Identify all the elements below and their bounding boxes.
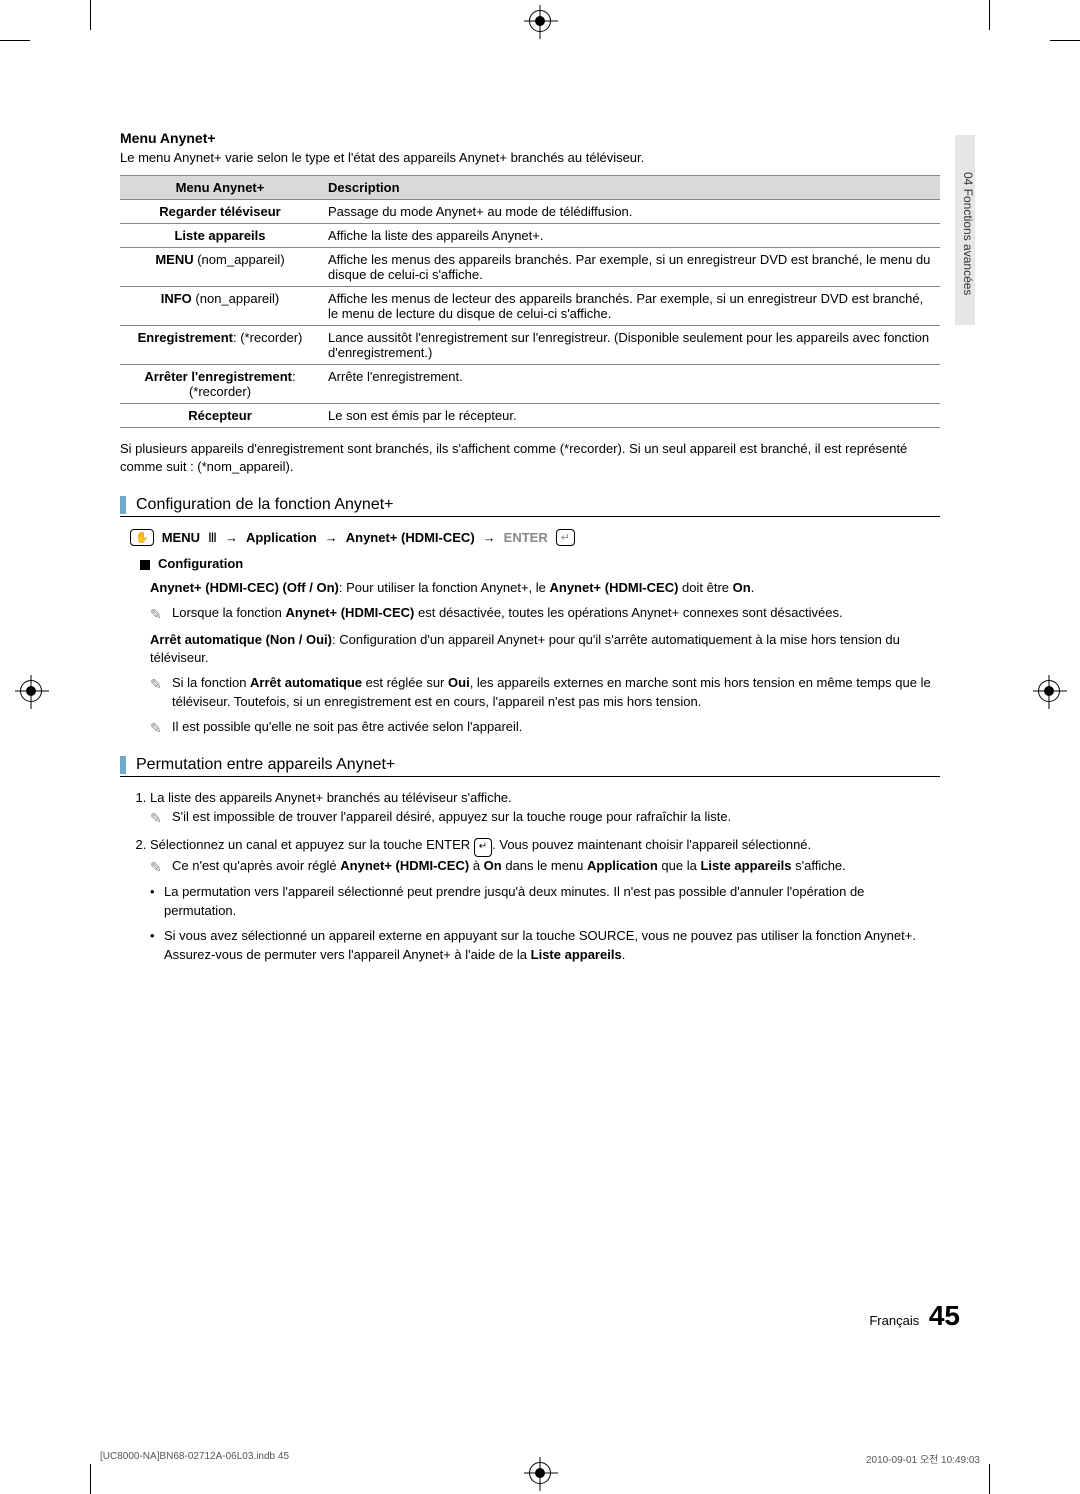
note-text: S'il est impossible de trouver l'apparei…	[172, 808, 731, 828]
table-row: Arrêter l'enregistrement:(*recorder)Arrê…	[120, 365, 940, 404]
anynet-menu-table: Menu Anynet+ Description Regarder télévi…	[120, 175, 940, 428]
path-application: Application	[246, 530, 317, 545]
menu-icon: Ⅲ	[208, 530, 217, 546]
note-icon: ✎	[150, 674, 172, 712]
note-text: Ce n'est qu'après avoir réglé Anynet+ (H…	[172, 857, 846, 877]
crop-mark	[0, 40, 30, 41]
bullet-item: La permutation vers l'appareil sélection…	[150, 883, 940, 921]
path-anynet: Anynet+ (HDMI-CEC)	[346, 530, 475, 545]
config-line2: Arrêt automatique (Non / Oui): Configura…	[150, 631, 940, 669]
bullet-item: Si vous avez sélectionné un appareil ext…	[150, 927, 940, 965]
table-cell-desc: Le son est émis par le récepteur.	[320, 404, 940, 428]
table-cell-menu: Arrêter l'enregistrement:(*recorder)	[120, 365, 320, 404]
table-row: Liste appareilsAffiche la liste des appa…	[120, 224, 940, 248]
note-text: Il est possible qu'elle ne soit pas être…	[172, 718, 522, 738]
table-cell-menu: MENU (nom_appareil)	[120, 248, 320, 287]
note-icon: ✎	[150, 808, 172, 828]
arrow-icon: →	[225, 530, 238, 545]
menu-label: MENU	[162, 530, 200, 545]
step1-note: ✎ S'il est impossible de trouver l'appar…	[150, 808, 940, 828]
menu-path: ✋ MENU Ⅲ → Application → Anynet+ (HDMI-C…	[130, 529, 940, 546]
section-bar-icon	[120, 496, 126, 514]
heading-menu-anynet: Menu Anynet+	[120, 130, 940, 146]
config-label-text: Configuration	[158, 556, 243, 571]
registration-mark	[20, 680, 42, 702]
table-cell-desc: Affiche la liste des appareils Anynet+.	[320, 224, 940, 248]
registration-mark	[1038, 680, 1060, 702]
step2-bullets: La permutation vers l'appareil sélection…	[150, 883, 940, 964]
section-tab: 04 Fonctions avancées	[955, 135, 975, 325]
table-cell-menu: INFO (non_appareil)	[120, 287, 320, 326]
table-cell-menu: Liste appareils	[120, 224, 320, 248]
crop-mark	[1050, 40, 1080, 41]
registration-mark	[529, 10, 551, 32]
table-cell-desc: Affiche les menus de lecteur des apparei…	[320, 287, 940, 326]
intro-text: Le menu Anynet+ varie selon le type et l…	[120, 150, 940, 165]
crop-mark	[989, 1464, 990, 1494]
note-icon: ✎	[150, 857, 172, 877]
footer-lang: Français	[869, 1313, 919, 1328]
print-footer-right: 2010-09-01 오전 10:49:03	[866, 1451, 980, 1466]
config-note1: ✎ Lorsque la fonction Anynet+ (HDMI-CEC)…	[150, 604, 940, 624]
table-cell-menu: Récepteur	[120, 404, 320, 428]
note-text: Si la fonction Arrêt automatique est rég…	[172, 674, 940, 712]
table-cell-menu: Enregistrement: (*recorder)	[120, 326, 320, 365]
table-cell-desc: Arrête l'enregistrement.	[320, 365, 940, 404]
table-cell-desc: Passage du mode Anynet+ au mode de téléd…	[320, 200, 940, 224]
steps-list: La liste des appareils Anynet+ branchés …	[150, 789, 940, 964]
note-icon: ✎	[150, 718, 172, 738]
section-heading-config: Configuration de la fonction Anynet+	[120, 496, 940, 517]
arrow-icon: →	[325, 530, 338, 545]
remote-icon: ✋	[130, 529, 154, 546]
note-text: Lorsque la fonction Anynet+ (HDMI-CEC) e…	[172, 604, 843, 624]
crop-mark	[90, 1464, 91, 1494]
crop-mark	[90, 0, 91, 30]
note-icon: ✎	[150, 604, 172, 624]
table-header-col2: Description	[320, 176, 940, 200]
square-bullet-icon	[140, 560, 150, 570]
post-table-note: Si plusieurs appareils d'enregistrement …	[120, 440, 940, 476]
enter-label: ENTER	[504, 530, 548, 545]
config-heading: Configuration	[140, 556, 940, 571]
table-cell-desc: Affiche les menus des appareils branchés…	[320, 248, 940, 287]
table-header-col1: Menu Anynet+	[120, 176, 320, 200]
table-row: Regarder téléviseurPassage du mode Anyne…	[120, 200, 940, 224]
section-heading-permutation: Permutation entre appareils Anynet+	[120, 756, 940, 777]
table-row: INFO (non_appareil)Affiche les menus de …	[120, 287, 940, 326]
page-number: 45	[929, 1300, 960, 1331]
table-row: RécepteurLe son est émis par le récepteu…	[120, 404, 940, 428]
arrow-icon: →	[483, 530, 496, 545]
table-row: MENU (nom_appareil)Affiche les menus des…	[120, 248, 940, 287]
step2-note: ✎ Ce n'est qu'après avoir réglé Anynet+ …	[150, 857, 940, 877]
page-content: Menu Anynet+ Le menu Anynet+ varie selon…	[120, 130, 940, 973]
crop-mark	[989, 0, 990, 30]
enter-icon: ↵	[474, 838, 492, 857]
step1-text: La liste des appareils Anynet+ branchés …	[150, 790, 512, 805]
page-footer: Français 45	[869, 1300, 960, 1332]
enter-icon: ↵	[556, 529, 575, 546]
step2-text: Sélectionnez un canal et appuyez sur la …	[150, 837, 811, 852]
table-row: Enregistrement: (*recorder)Lance aussitô…	[120, 326, 940, 365]
print-footer-left: [UC8000-NA]BN68-02712A-06L03.indb 45	[100, 1451, 289, 1466]
step-2: Sélectionnez un canal et appuyez sur la …	[150, 836, 940, 964]
config-note2: ✎ Si la fonction Arrêt automatique est r…	[150, 674, 940, 712]
section-title-permutation: Permutation entre appareils Anynet+	[136, 756, 395, 774]
config-note3: ✎ Il est possible qu'elle ne soit pas êt…	[150, 718, 940, 738]
section-title-config: Configuration de la fonction Anynet+	[136, 496, 394, 514]
section-bar-icon	[120, 756, 126, 774]
print-footer: [UC8000-NA]BN68-02712A-06L03.indb 45 201…	[100, 1451, 980, 1466]
config-line1: Anynet+ (HDMI-CEC) (Off / On): Pour util…	[150, 579, 940, 598]
step-1: La liste des appareils Anynet+ branchés …	[150, 789, 940, 828]
table-cell-desc: Lance aussitôt l'enregistrement sur l'en…	[320, 326, 940, 365]
table-cell-menu: Regarder téléviseur	[120, 200, 320, 224]
